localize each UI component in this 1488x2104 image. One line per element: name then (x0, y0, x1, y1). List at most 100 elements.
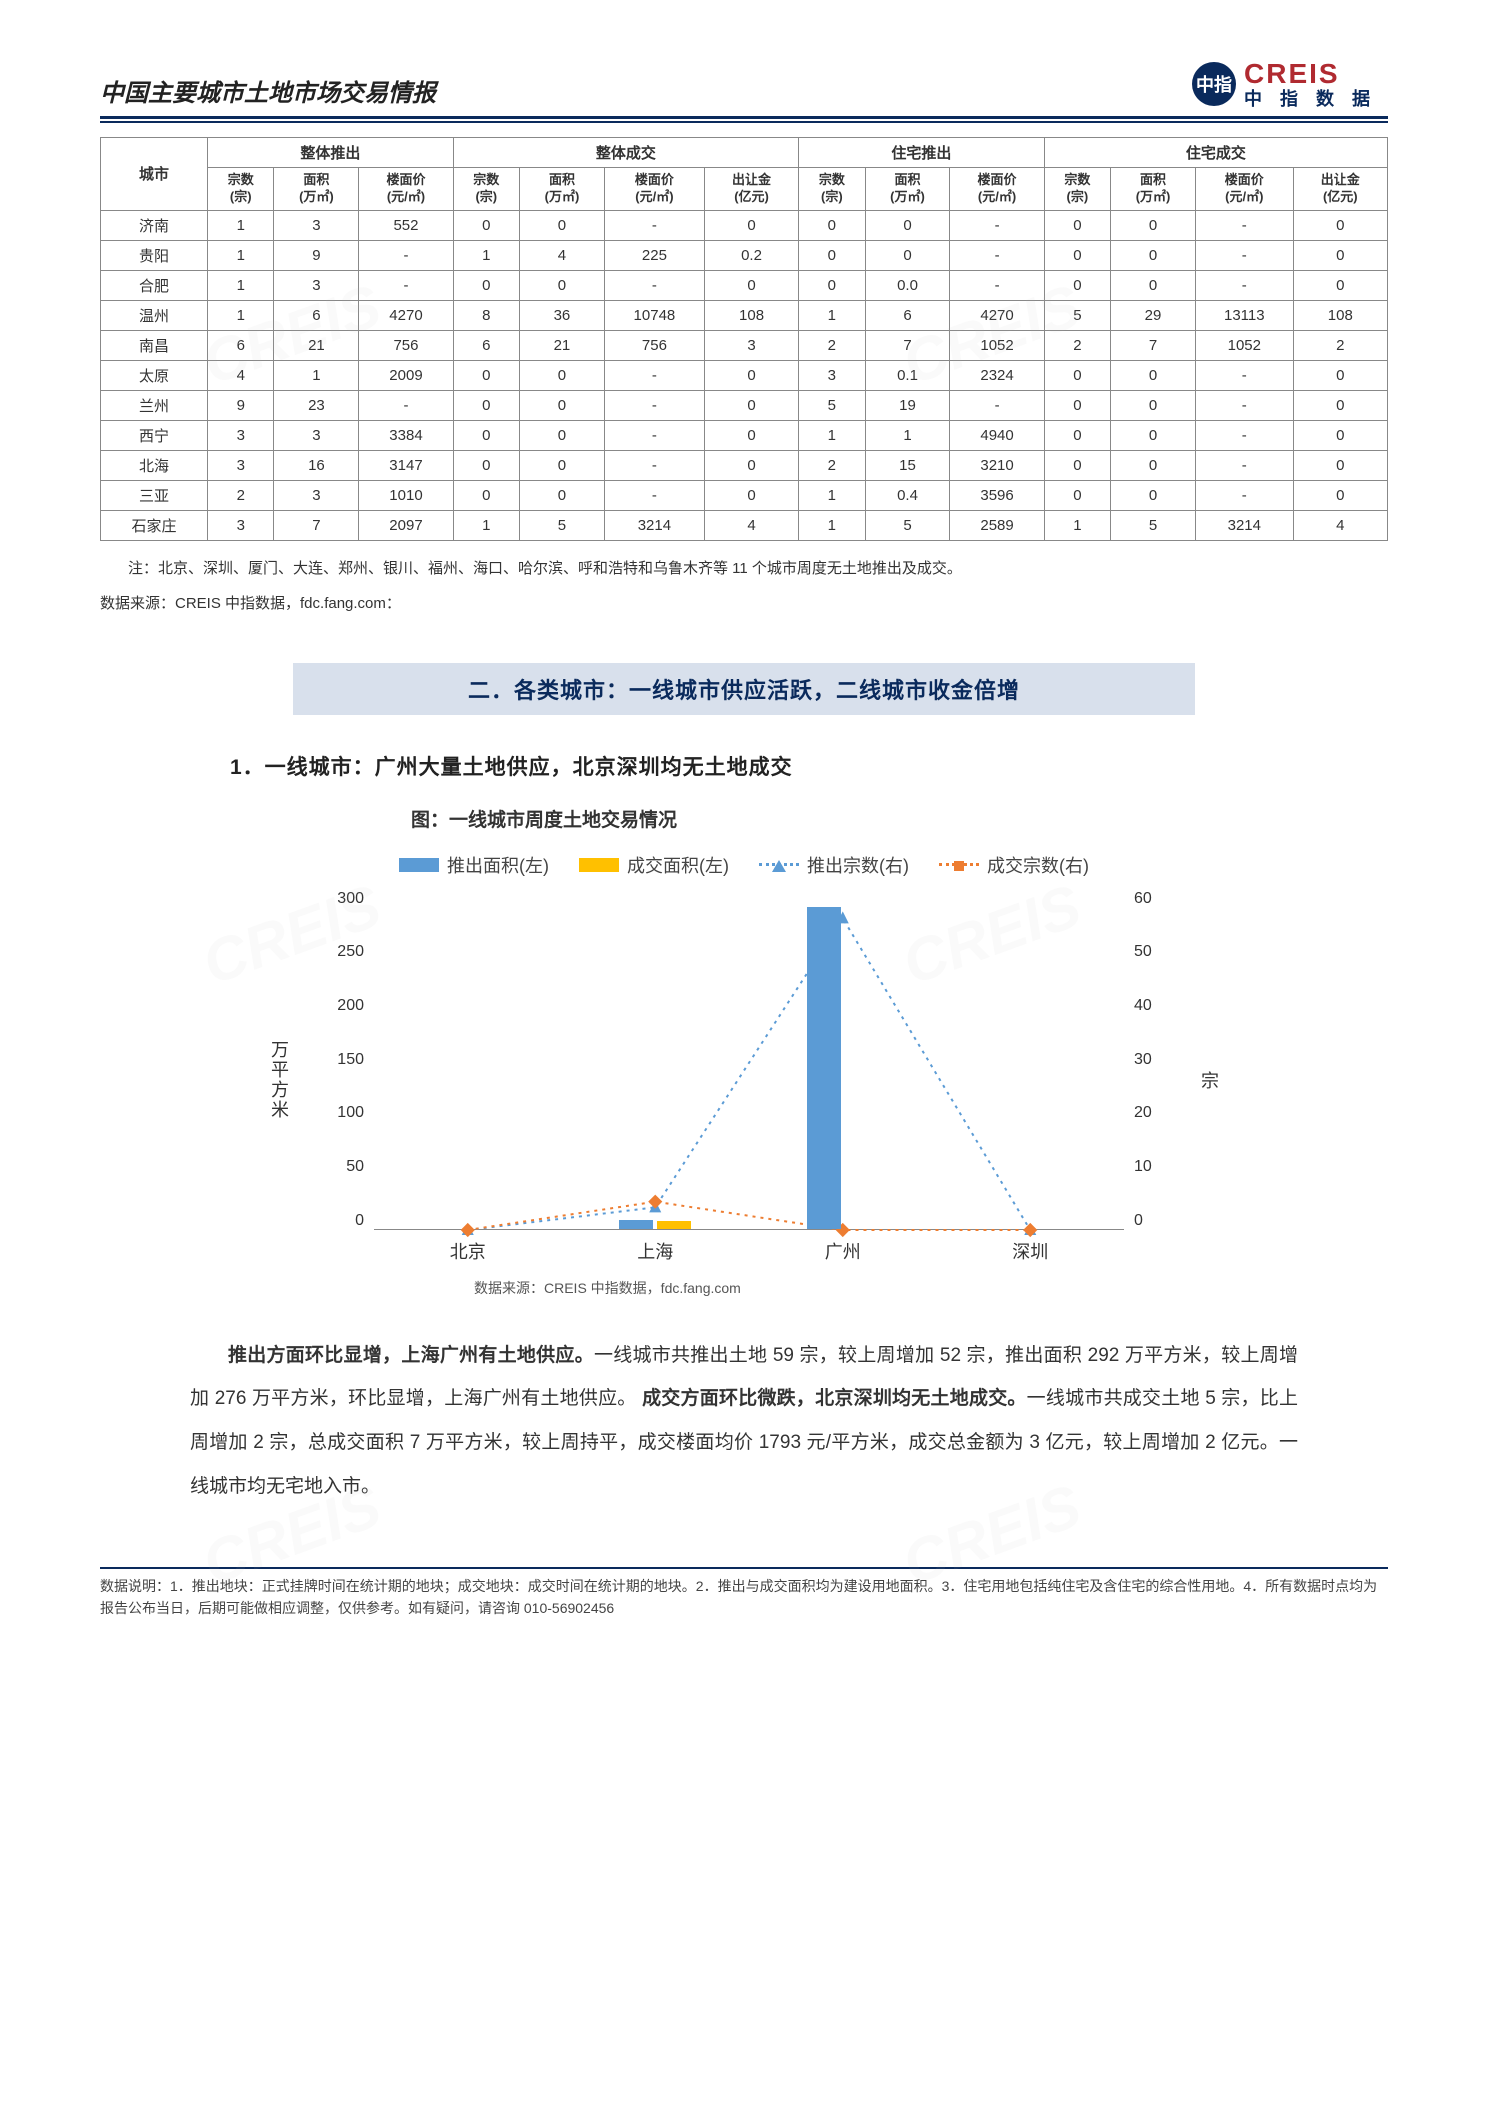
cell: - (604, 270, 704, 300)
cell-city: 贵阳 (101, 240, 208, 270)
cell: 1 (208, 240, 274, 270)
sub-col: 出让金(亿元) (704, 168, 798, 211)
cell: 0 (1293, 360, 1387, 390)
cell: - (1195, 270, 1293, 300)
cell: 7 (1111, 330, 1196, 360)
cell: 0 (1293, 240, 1387, 270)
x-label: 上海 (562, 1238, 750, 1264)
y-tick-left: 50 (324, 1158, 364, 1176)
group-3: 住宅推出 (799, 138, 1045, 168)
cell: - (950, 390, 1044, 420)
y-tick-left: 300 (324, 890, 364, 908)
y-tick-right: 20 (1134, 1104, 1164, 1122)
table-row: 合肥13-00-000.0-00-0 (101, 270, 1388, 300)
cell: 16 (274, 450, 359, 480)
cell: 0 (704, 450, 798, 480)
cell: 29 (1111, 300, 1196, 330)
cell: 9 (274, 240, 359, 270)
cell: 4 (519, 240, 604, 270)
bar-tuichu (807, 907, 841, 1229)
cell: 19 (865, 390, 950, 420)
x-label: 深圳 (937, 1238, 1125, 1264)
cell: - (1195, 390, 1293, 420)
cell: 1 (799, 480, 865, 510)
cell: 0 (1293, 390, 1387, 420)
cell-city: 北海 (101, 450, 208, 480)
y-tick-left: 150 (324, 1051, 364, 1069)
chart-legend: 推出面积(左) 成交面积(左) 推出宗数(右) 成交宗数(右) (264, 852, 1224, 878)
cell: 0 (799, 270, 865, 300)
cell: 225 (604, 240, 704, 270)
cell: 0 (1111, 480, 1196, 510)
cell: 0 (1044, 480, 1110, 510)
y-tick-right: 50 (1134, 943, 1164, 961)
cell: 0 (1044, 240, 1110, 270)
cell: 0 (519, 480, 604, 510)
cell: - (950, 240, 1044, 270)
table-source: 数据来源：CREIS 中指数据，fdc.fang.com： (100, 592, 1388, 613)
cell: 1 (274, 360, 359, 390)
cell: 3 (274, 270, 359, 300)
cell: 0 (453, 480, 519, 510)
cell: 2097 (359, 510, 453, 540)
cell: - (950, 210, 1044, 240)
cell: 1 (799, 420, 865, 450)
paragraph-1: 推出方面环比显增，上海广州有土地供应。一线城市共推出土地 59 宗，较上周增加 … (190, 1334, 1298, 1509)
cell: 3210 (950, 450, 1044, 480)
cell: - (1195, 480, 1293, 510)
sub-col: 面积(万㎡) (274, 168, 359, 211)
cell: 5 (519, 510, 604, 540)
cell: 2 (208, 480, 274, 510)
y-left-label: 万平方米 (266, 1040, 292, 1120)
sub-col: 楼面价(元/㎡) (950, 168, 1044, 211)
cell: 0 (704, 390, 798, 420)
cell: 1 (453, 510, 519, 540)
cell: 0.4 (865, 480, 950, 510)
cell: 5 (799, 390, 865, 420)
cell: 3 (274, 480, 359, 510)
cell: 6 (453, 330, 519, 360)
sub-col: 面积(万㎡) (519, 168, 604, 211)
cell: 0.2 (704, 240, 798, 270)
table-row: 兰州923-00-0519-00-0 (101, 390, 1388, 420)
cell: 0 (1044, 210, 1110, 240)
cell: 4 (704, 510, 798, 540)
cell: 0 (1044, 270, 1110, 300)
cell: 0.0 (865, 270, 950, 300)
cell: 0 (519, 360, 604, 390)
cell: 3214 (604, 510, 704, 540)
legend-label-1: 推出面积(左) (447, 852, 549, 878)
cell: - (604, 210, 704, 240)
cell: 3 (274, 420, 359, 450)
cell: 0 (1111, 420, 1196, 450)
cell: 1 (208, 210, 274, 240)
divider (100, 121, 1388, 123)
cell: - (1195, 450, 1293, 480)
cell: 0 (1293, 420, 1387, 450)
cell: 2 (799, 450, 865, 480)
logo-en: CREIS (1244, 60, 1388, 88)
cell: 4940 (950, 420, 1044, 450)
section-banner: 二．各类城市：一线城市供应活跃，二线城市收金倍增 (293, 663, 1195, 715)
cell: 0 (865, 240, 950, 270)
cell: - (1195, 360, 1293, 390)
cell: 7 (274, 510, 359, 540)
y-tick-left: 200 (324, 997, 364, 1015)
cell: - (604, 480, 704, 510)
group-2: 整体成交 (453, 138, 799, 168)
cell: 0 (799, 210, 865, 240)
cell-city: 西宁 (101, 420, 208, 450)
legend-swatch-3 (759, 863, 799, 866)
bar-chengjiao (657, 1221, 691, 1229)
group-4: 住宅成交 (1044, 138, 1387, 168)
cell: - (1195, 210, 1293, 240)
cell: 1 (865, 420, 950, 450)
group-1: 整体推出 (208, 138, 454, 168)
cell: 7 (865, 330, 950, 360)
cell: 0 (453, 270, 519, 300)
y-tick-right: 0 (1134, 1212, 1164, 1230)
cell: 15 (865, 450, 950, 480)
x-label: 北京 (374, 1238, 562, 1264)
cell: 0 (1044, 360, 1110, 390)
cell: 9 (208, 390, 274, 420)
